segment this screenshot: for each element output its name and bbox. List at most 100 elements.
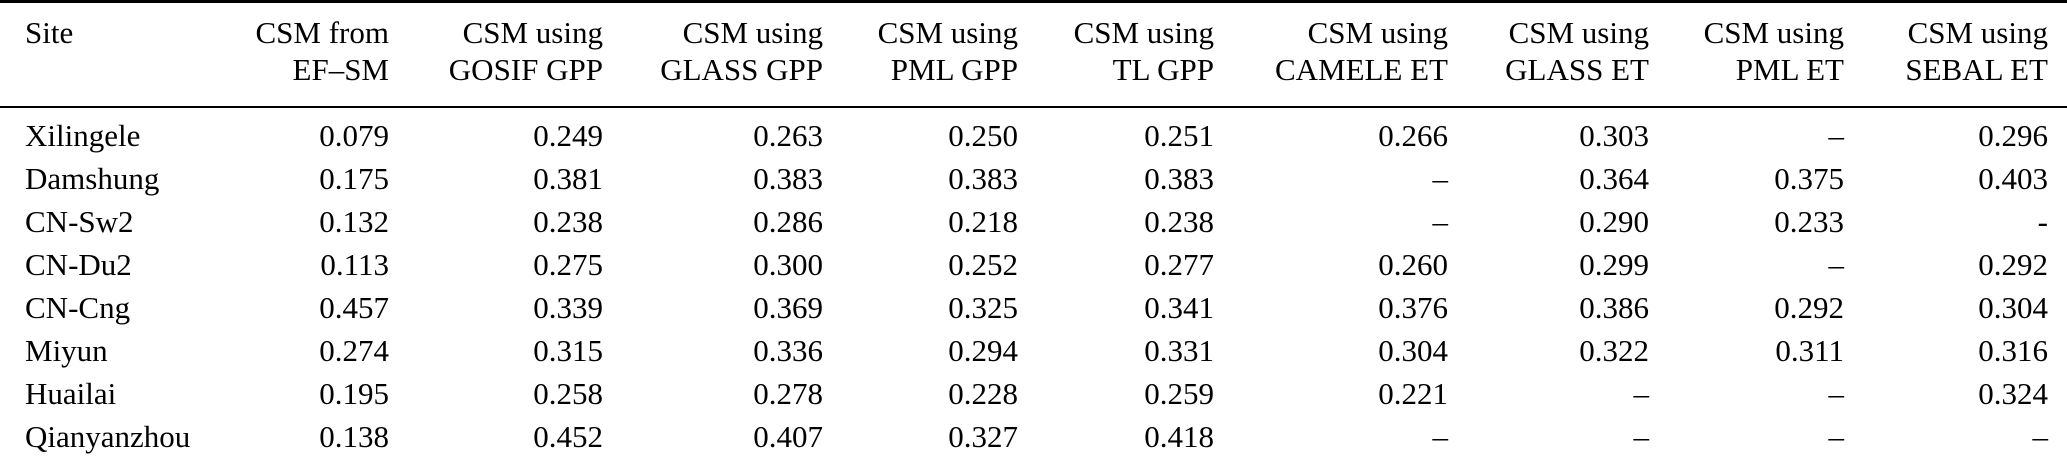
table-row: Xilingele 0.079 0.249 0.263 0.250 0.251 0.266 0… (0, 107, 2067, 157)
value-cell: 0.238 (533, 204, 603, 239)
site-name-cell: Huailai (25, 376, 117, 411)
site-name-cell: Damshung (25, 161, 160, 196)
column-header: CSM using TL GPP (1018, 1, 1214, 108)
value-cell: – (1828, 118, 1845, 153)
site-name-cell: Qianyanzhou (25, 419, 191, 454)
column-header: CSM using CAMELE ET (1214, 1, 1448, 108)
value-cell: 0.369 (753, 290, 823, 325)
value-cell: 0.292 (1978, 247, 2048, 282)
table-row: CN-Sw2 0.132 0.238 0.286 0.218 0.238 – 0.290 0.2… (0, 200, 2067, 243)
value-cell: 0.278 (753, 376, 823, 411)
column-header-line1: CSM using (462, 15, 603, 50)
column-header-line2: EF–SM (292, 52, 389, 87)
value-cell: 0.452 (533, 419, 603, 454)
value-cell: 0.228 (948, 376, 1018, 411)
value-cell: 0.221 (1378, 376, 1448, 411)
column-header: CSM using PML ET (1649, 1, 1844, 108)
value-cell: 0.175 (319, 161, 389, 196)
value-cell: 0.275 (533, 247, 603, 282)
value-cell: 0.364 (1579, 161, 1649, 196)
value-cell: 0.403 (1978, 161, 2048, 196)
value-cell: – (1828, 419, 1845, 454)
value-cell: 0.304 (1978, 290, 2048, 325)
value-cell: 0.383 (1144, 161, 1214, 196)
value-cell: – (1432, 204, 1449, 239)
table-header: Site CSM from EF–SM CSM using GOSIF GPP CSM u… (0, 1, 2067, 108)
value-cell: 0.233 (1774, 204, 1844, 239)
value-cell: 0.195 (319, 376, 389, 411)
value-cell: 0.296 (1978, 118, 2048, 153)
site-name-cell: Xilingele (25, 118, 141, 153)
value-cell: 0.315 (533, 333, 603, 368)
value-cell: – (1633, 419, 1650, 454)
value-cell: 0.263 (753, 118, 823, 153)
value-cell: 0.250 (948, 118, 1018, 153)
column-header-line1: CSM using (1073, 15, 1214, 50)
site-name-cell: CN-Du2 (25, 247, 132, 282)
value-cell: 0.259 (1144, 376, 1214, 411)
column-header-line2: GOSIF GPP (448, 52, 603, 87)
value-cell: 0.375 (1774, 161, 1844, 196)
value-cell: 0.327 (948, 419, 1018, 454)
table-row: Miyun 0.274 0.315 0.336 0.294 0.331 0.304 0.322… (0, 329, 2067, 372)
value-cell: 0.292 (1774, 290, 1844, 325)
site-name-cell: CN-Sw2 (25, 204, 134, 239)
value-cell: 0.258 (533, 376, 603, 411)
value-cell: 0.339 (533, 290, 603, 325)
value-cell: 0.407 (753, 419, 823, 454)
value-cell: 0.457 (319, 290, 389, 325)
value-cell: 0.311 (1775, 333, 1844, 368)
site-name-cell: CN-Cng (25, 290, 131, 325)
value-cell: 0.218 (948, 204, 1018, 239)
value-cell: 0.132 (319, 204, 389, 239)
value-cell: 0.266 (1378, 118, 1448, 153)
value-cell: 0.336 (753, 333, 823, 368)
value-cell: 0.303 (1579, 118, 1649, 153)
value-cell: 0.386 (1579, 290, 1649, 325)
value-cell: 0.381 (533, 161, 603, 196)
table-row: CN-Du2 0.113 0.275 0.300 0.252 0.277 0.260 0.29… (0, 243, 2067, 286)
value-cell: 0.300 (753, 247, 823, 282)
value-cell: 0.316 (1978, 333, 2048, 368)
column-header-line2: TL GPP (1112, 52, 1214, 87)
column-header-line2: PML GPP (890, 52, 1018, 87)
value-cell: 0.274 (319, 333, 389, 368)
column-header: CSM using GLASS ET (1448, 1, 1649, 108)
column-header: CSM using PML GPP (823, 1, 1018, 108)
column-header-line1: CSM using (877, 15, 1018, 50)
site-name-cell: Miyun (25, 333, 108, 368)
value-cell: 0.260 (1378, 247, 1448, 282)
value-cell: 0.138 (319, 419, 389, 454)
column-header-line2: CAMELE ET (1274, 52, 1448, 87)
value-cell: 0.252 (948, 247, 1018, 282)
column-header-line2: GLASS GPP (660, 52, 823, 87)
value-cell: 0.383 (753, 161, 823, 196)
value-cell: 0.324 (1978, 376, 2048, 411)
column-header: CSM using SEBAL ET (1844, 1, 2067, 108)
value-cell: 0.331 (1144, 333, 1214, 368)
column-header-line1: CSM using (1307, 15, 1448, 50)
column-header-line1: CSM from (255, 15, 390, 50)
column-header: CSM from EF–SM (188, 1, 390, 108)
value-cell: 0.113 (320, 247, 389, 282)
value-cell: – (1432, 419, 1449, 454)
value-cell: 0.418 (1144, 419, 1214, 454)
column-header-line1: CSM using (682, 15, 823, 50)
table-row: Huailai 0.195 0.258 0.278 0.228 0.259 0.221 – – 0… (0, 372, 2067, 415)
column-header-line1: CSM using (1508, 15, 1649, 50)
value-cell: 0.251 (1144, 118, 1214, 153)
column-header-line1: CSM using (1907, 15, 2048, 50)
value-cell: 0.079 (319, 118, 389, 153)
value-cell: 0.294 (948, 333, 1018, 368)
column-header-line1: Site (25, 15, 74, 50)
column-header: CSM using GLASS GPP (603, 1, 823, 108)
value-cell: 0.322 (1579, 333, 1649, 368)
column-header-line1: CSM using (1703, 15, 1844, 50)
value-cell: - (2037, 204, 2048, 239)
value-cell: 0.304 (1378, 333, 1448, 368)
table-row: Damshung 0.175 0.381 0.383 0.383 0.383 – 0.364 0… (0, 157, 2067, 200)
value-cell: 0.286 (753, 204, 823, 239)
value-cell: – (1633, 376, 1650, 411)
